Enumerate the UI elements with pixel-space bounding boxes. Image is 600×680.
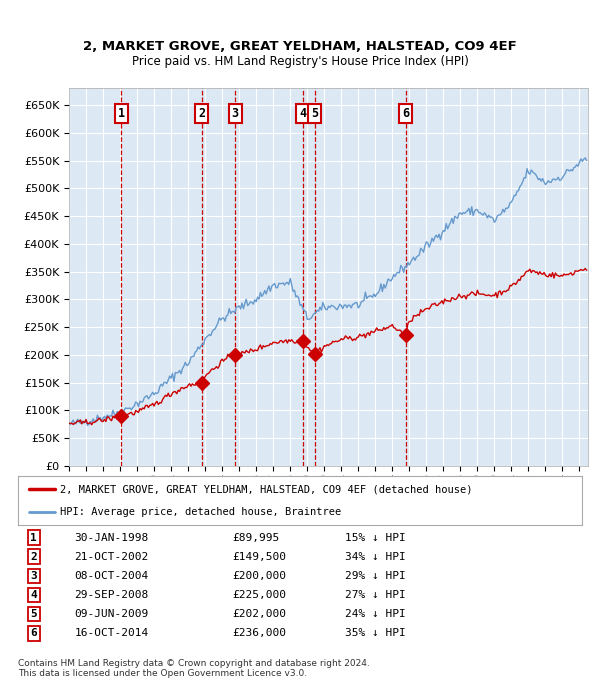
Text: 08-OCT-2004: 08-OCT-2004 <box>74 571 149 581</box>
Text: 2, MARKET GROVE, GREAT YELDHAM, HALSTEAD, CO9 4EF (detached house): 2, MARKET GROVE, GREAT YELDHAM, HALSTEAD… <box>60 484 473 494</box>
Text: 30-JAN-1998: 30-JAN-1998 <box>74 533 149 543</box>
Text: HPI: Average price, detached house, Braintree: HPI: Average price, detached house, Brai… <box>60 507 341 517</box>
Text: 34% ↓ HPI: 34% ↓ HPI <box>345 552 406 562</box>
Text: £200,000: £200,000 <box>232 571 286 581</box>
Text: 29-SEP-2008: 29-SEP-2008 <box>74 590 149 600</box>
Text: 21-OCT-2002: 21-OCT-2002 <box>74 552 149 562</box>
Text: 27% ↓ HPI: 27% ↓ HPI <box>345 590 406 600</box>
Text: 2: 2 <box>199 107 205 120</box>
Text: £236,000: £236,000 <box>232 628 286 638</box>
Text: Price paid vs. HM Land Registry's House Price Index (HPI): Price paid vs. HM Land Registry's House … <box>131 55 469 68</box>
Text: 29% ↓ HPI: 29% ↓ HPI <box>345 571 406 581</box>
Text: Contains HM Land Registry data © Crown copyright and database right 2024.
This d: Contains HM Land Registry data © Crown c… <box>18 658 370 678</box>
Text: 6: 6 <box>402 107 409 120</box>
Text: 5: 5 <box>311 107 318 120</box>
Text: 4: 4 <box>31 590 37 600</box>
Text: 15% ↓ HPI: 15% ↓ HPI <box>345 533 406 543</box>
Text: £225,000: £225,000 <box>232 590 286 600</box>
Text: 6: 6 <box>31 628 37 638</box>
Text: 3: 3 <box>232 107 239 120</box>
Text: 09-JUN-2009: 09-JUN-2009 <box>74 609 149 619</box>
Text: 16-OCT-2014: 16-OCT-2014 <box>74 628 149 638</box>
Text: £89,995: £89,995 <box>232 533 280 543</box>
Text: £202,000: £202,000 <box>232 609 286 619</box>
Text: 35% ↓ HPI: 35% ↓ HPI <box>345 628 406 638</box>
Text: 1: 1 <box>31 533 37 543</box>
Text: 24% ↓ HPI: 24% ↓ HPI <box>345 609 406 619</box>
Text: 2, MARKET GROVE, GREAT YELDHAM, HALSTEAD, CO9 4EF: 2, MARKET GROVE, GREAT YELDHAM, HALSTEAD… <box>83 40 517 53</box>
Text: 1: 1 <box>118 107 125 120</box>
Text: 3: 3 <box>31 571 37 581</box>
Text: 2: 2 <box>31 552 37 562</box>
Text: £149,500: £149,500 <box>232 552 286 562</box>
Text: 4: 4 <box>299 107 307 120</box>
Text: 5: 5 <box>31 609 37 619</box>
